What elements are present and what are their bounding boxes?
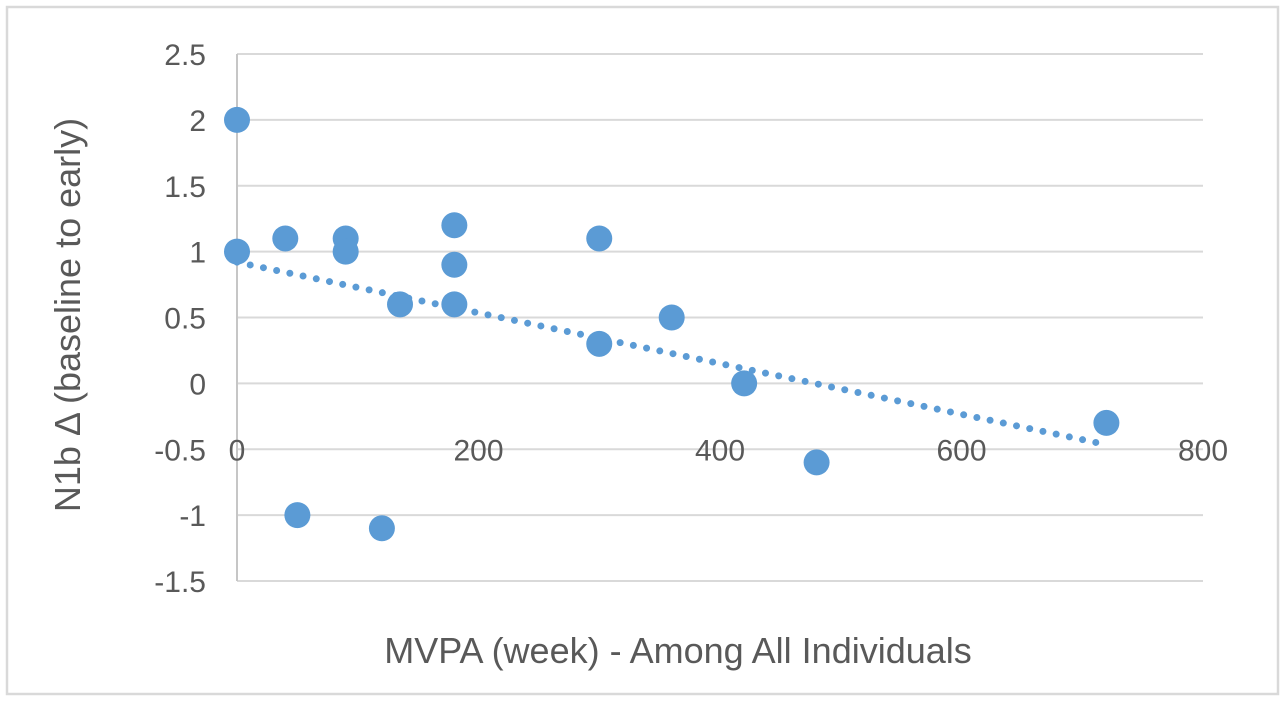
data-points — [224, 106, 1120, 542]
data-point — [368, 515, 395, 542]
y-tick-label: 0.5 — [164, 303, 206, 336]
y-tick-label: -0.5 — [154, 434, 206, 467]
x-tick-label: 800 — [1178, 434, 1228, 467]
y-tick-label: -1 — [179, 500, 206, 533]
data-point — [1093, 409, 1120, 436]
data-point — [658, 304, 685, 331]
data-point — [731, 370, 758, 397]
data-point — [441, 291, 468, 318]
x-tick-label: 400 — [695, 434, 745, 467]
data-point — [441, 251, 468, 278]
data-point — [441, 212, 468, 239]
x-tick-label: 200 — [453, 434, 503, 467]
y-tick-label: 2 — [189, 105, 206, 138]
y-axis-title: N1b Δ (baseline to early) — [47, 118, 88, 512]
data-point — [284, 502, 311, 529]
trendline — [233, 258, 1101, 447]
x-axis-tick-labels: 0 200 400 600 800 — [229, 434, 1228, 467]
x-axis-title: MVPA (week) - Among All Individuals — [384, 630, 972, 671]
data-point — [586, 330, 613, 357]
data-point — [224, 238, 250, 265]
data-point — [586, 225, 613, 252]
data-point — [272, 225, 299, 252]
x-tick-label: 600 — [936, 434, 986, 467]
y-axis-tick-labels: 2.5 2 1.5 1 0.5 0 -0.5 -1 -1.5 — [154, 39, 206, 599]
y-tick-label: 2.5 — [164, 39, 206, 72]
chart-outer-border — [5, 5, 1280, 696]
y-tick-label: 0 — [189, 368, 206, 401]
data-point — [224, 106, 250, 133]
gridlines — [237, 53, 1203, 582]
y-tick-label: 1 — [189, 237, 206, 270]
y-tick-label: 1.5 — [164, 171, 206, 204]
y-tick-label: -1.5 — [154, 566, 206, 599]
data-point — [332, 238, 359, 265]
x-tick-label: 0 — [229, 434, 246, 467]
data-point — [803, 449, 830, 476]
data-point — [387, 291, 414, 318]
